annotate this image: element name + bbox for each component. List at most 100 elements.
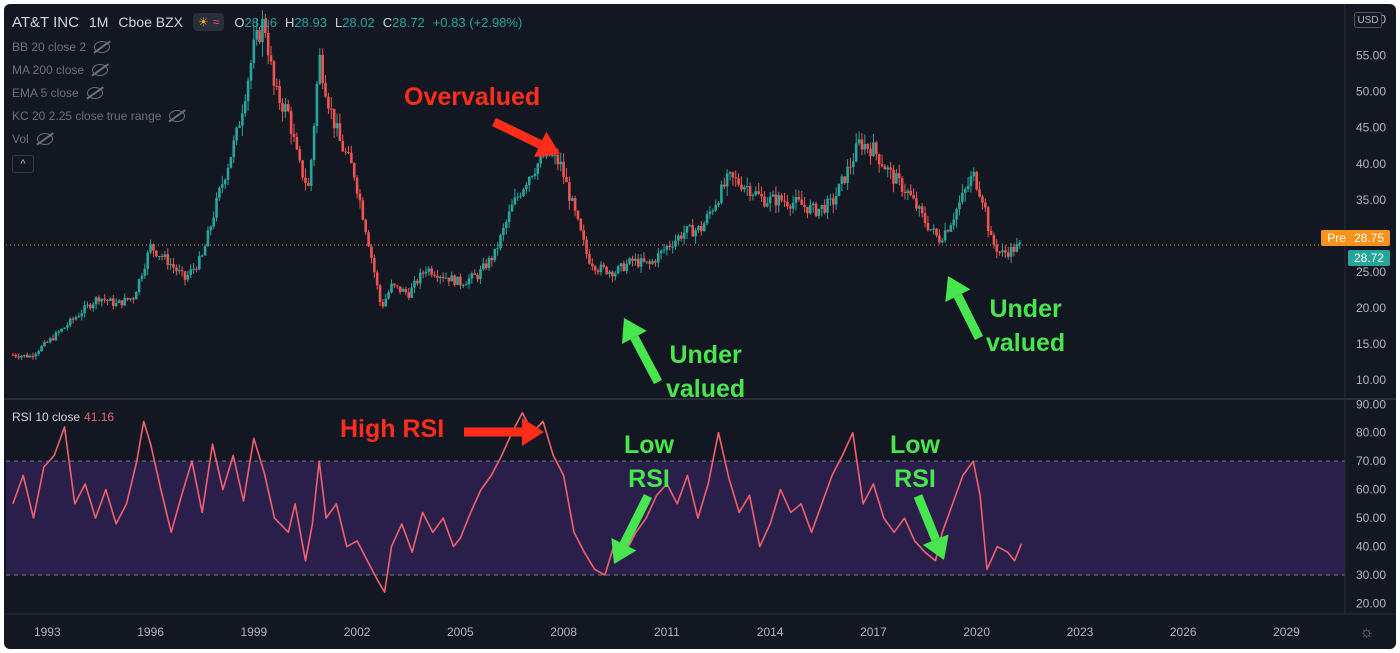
candle-body — [786, 201, 789, 207]
candle-body — [961, 192, 964, 203]
candle-body — [34, 353, 38, 357]
candle-body — [275, 85, 279, 87]
candle-body — [737, 178, 740, 185]
candle-body — [639, 258, 643, 267]
candle-body — [659, 250, 663, 254]
candle-body — [562, 161, 565, 178]
candle-body — [48, 338, 52, 343]
price-chart[interactable]: 60.00 55.00 50.00 45.00 40.00 35.00 30.00 25.00… — [4, 4, 1396, 649]
candle-body — [46, 341, 49, 343]
indicator-kc[interactable]: KC 20 2.25 close true range — [12, 107, 186, 125]
eye-hidden-icon[interactable] — [94, 41, 111, 53]
settings-gear-icon[interactable]: ☼ — [1359, 624, 1374, 641]
symbol-name[interactable]: AT&T INC — [12, 13, 79, 31]
candle-body — [40, 346, 43, 352]
candle-body — [289, 111, 293, 134]
candle-body — [484, 263, 488, 269]
candle-body — [803, 204, 806, 207]
candle-body — [797, 196, 801, 200]
candle-body — [869, 148, 872, 157]
rsi-legend[interactable]: RSI 10 close 41.16 — [12, 410, 115, 424]
candle-body — [619, 263, 623, 267]
candle-body — [889, 167, 892, 170]
candle-body — [11, 354, 15, 356]
candle-body — [840, 176, 844, 184]
candle-body — [596, 270, 600, 273]
candle-body — [433, 274, 436, 277]
candle-body — [679, 235, 683, 239]
candle-body — [177, 270, 181, 272]
eye-hidden-icon[interactable] — [36, 133, 53, 145]
candle-body — [384, 298, 388, 307]
candle-body — [123, 297, 127, 306]
candles — [11, 10, 1022, 361]
annotation-undervalued-2: Under valued — [986, 295, 1066, 357]
candle-body — [51, 338, 55, 341]
eye-hidden-icon[interactable] — [92, 64, 109, 76]
candle-body — [54, 332, 58, 341]
price-axis-tick: 50.00 — [1356, 85, 1386, 99]
candle-body — [981, 196, 984, 203]
candle-body — [588, 253, 591, 264]
market-status-badge[interactable]: ☀ ≈ — [193, 13, 225, 31]
indicator-vol[interactable]: Vol — [12, 130, 185, 148]
candle-body — [697, 226, 700, 231]
time-axis-tick: 2017 — [860, 625, 887, 639]
candle-body — [599, 264, 603, 273]
candle-body — [94, 297, 98, 305]
candle-body — [450, 275, 454, 282]
candle-body — [37, 351, 41, 354]
candle-body — [817, 208, 821, 216]
candle-body — [631, 258, 634, 261]
candle-body — [843, 176, 847, 184]
eye-hidden-icon[interactable] — [86, 87, 103, 99]
candle-body — [350, 152, 353, 164]
interval-label[interactable]: 1M — [88, 14, 109, 30]
candle-body — [1015, 244, 1019, 252]
indicator-ma[interactable]: MA 200 close — [12, 61, 185, 79]
candle-body — [966, 185, 970, 190]
candle-body — [958, 202, 961, 210]
candle-body — [332, 108, 336, 129]
candle-body — [831, 198, 835, 205]
candle-body — [983, 202, 987, 208]
indicator-ema[interactable]: EMA 5 close — [12, 84, 185, 102]
candle-body — [628, 258, 631, 264]
rsi-axis-tick: 30.00 — [1356, 568, 1386, 582]
candle-body — [304, 177, 307, 183]
currency-button[interactable]: USD — [1354, 12, 1382, 28]
indicator-bb[interactable]: BB 20 close 2 — [12, 38, 185, 56]
candle-body — [671, 246, 674, 248]
candle-body — [338, 123, 342, 141]
candle-body — [358, 193, 362, 201]
candle-body — [424, 271, 428, 274]
candle-body — [826, 198, 829, 213]
candle-body — [1012, 246, 1016, 252]
collapse-legend-button[interactable]: ^ — [12, 155, 34, 173]
candle-body — [946, 230, 950, 232]
candle-body — [788, 206, 792, 209]
candle-body — [533, 173, 537, 177]
candle-body — [516, 196, 520, 198]
candle-body — [114, 302, 118, 306]
candle-body — [654, 260, 657, 263]
candle-body — [134, 292, 138, 300]
price-axis-tick: 20.00 — [1356, 301, 1386, 315]
candle-body — [430, 268, 433, 275]
sun-icon: ☀ — [198, 15, 209, 29]
candle-body — [453, 275, 456, 285]
candle-body — [705, 214, 709, 224]
candle-body — [605, 266, 608, 274]
candle-body — [335, 123, 339, 129]
candle-body — [447, 277, 451, 282]
candle-body — [169, 264, 172, 266]
annotation-low-rsi-2: Low RSI — [890, 431, 940, 493]
candle-body — [60, 328, 63, 332]
time-axis-tick: 1999 — [240, 625, 267, 639]
eye-hidden-icon[interactable] — [169, 110, 186, 122]
candle-body — [327, 96, 330, 109]
candle-body — [126, 297, 129, 300]
candle-body — [656, 253, 660, 263]
candle-body — [622, 263, 626, 271]
candle-body — [266, 32, 270, 56]
